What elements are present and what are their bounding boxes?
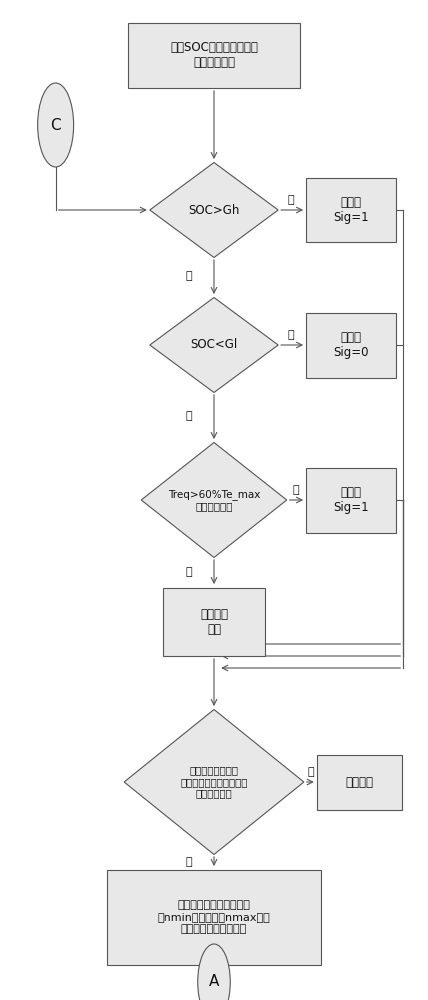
Text: 否: 否 <box>185 271 192 281</box>
FancyBboxPatch shape <box>163 588 265 656</box>
Text: 否: 否 <box>185 411 192 421</box>
Text: C: C <box>51 117 61 132</box>
Text: 输入SOC、车速、当前挡
位、需求转矩: 输入SOC、车速、当前挡 位、需求转矩 <box>170 41 258 69</box>
FancyBboxPatch shape <box>306 312 396 377</box>
Text: 是: 是 <box>288 330 294 340</box>
FancyBboxPatch shape <box>317 754 402 810</box>
Text: 需充电
Sig=0: 需充电 Sig=0 <box>333 331 369 359</box>
Text: A: A <box>209 974 219 990</box>
Text: 转速限制在发动机
怠速之上时，当前车速是
否有挡位可选: 转速限制在发动机 怠速之上时，当前车速是 否有挡位可选 <box>180 765 248 799</box>
Text: SOC>Gh: SOC>Gh <box>188 204 240 217</box>
Text: 是: 是 <box>185 857 192 867</box>
Text: 可放电
Sig=1: 可放电 Sig=1 <box>333 486 369 514</box>
Text: 否: 否 <box>307 767 314 777</box>
Circle shape <box>38 83 74 167</box>
FancyBboxPatch shape <box>107 869 321 964</box>
Polygon shape <box>141 442 287 558</box>
Text: 是: 是 <box>293 485 300 495</box>
Text: SOC<Gl: SOC<Gl <box>190 338 238 352</box>
Polygon shape <box>150 298 278 392</box>
Text: 可放电
Sig=1: 可放电 Sig=1 <box>333 196 369 224</box>
FancyBboxPatch shape <box>128 22 300 88</box>
Circle shape <box>198 944 230 1000</box>
Polygon shape <box>150 162 278 257</box>
Text: Treq>60%Te_max
或车辆刚启动: Treq>60%Te_max 或车辆刚启动 <box>168 489 260 511</box>
Polygon shape <box>124 710 304 854</box>
FancyBboxPatch shape <box>306 178 396 242</box>
Text: 保持前一
状态: 保持前一 状态 <box>200 608 228 636</box>
Text: 根据限定的发动机最低转
速nmin和最高转速nmax，选
定当前车速下可用挡位: 根据限定的发动机最低转 速nmin和最高转速nmax，选 定当前车速下可用挡位 <box>158 900 270 934</box>
Text: 是: 是 <box>288 195 294 205</box>
Text: 起步挡位: 起步挡位 <box>345 776 374 788</box>
FancyBboxPatch shape <box>306 468 396 532</box>
Text: 否: 否 <box>185 567 192 577</box>
